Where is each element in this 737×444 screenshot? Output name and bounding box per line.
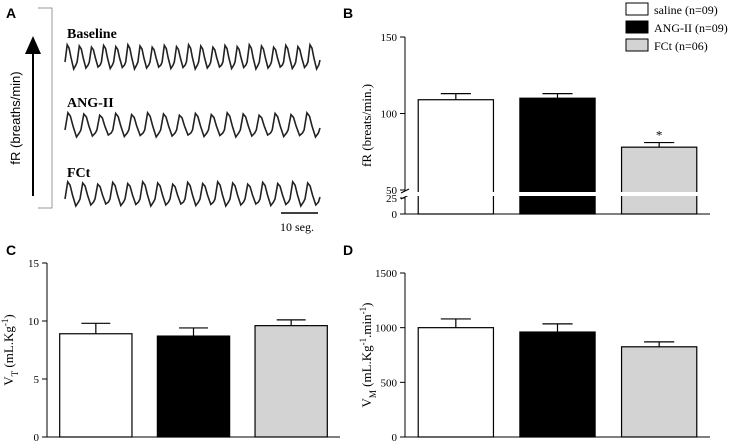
bar-saline bbox=[59, 333, 133, 438]
y-tick-label: 10 bbox=[28, 316, 40, 328]
panel-a-ylabel: fR (breaths/min) bbox=[8, 71, 23, 164]
trace-label-fct: FCt bbox=[67, 166, 91, 181]
bar-ang-ii bbox=[156, 335, 231, 438]
y-tick-label: 5 bbox=[34, 374, 40, 386]
bar-fct bbox=[620, 146, 698, 215]
axis-break-gap bbox=[406, 192, 711, 196]
y-tick-label: 50 bbox=[386, 185, 398, 197]
significance-marker: * bbox=[656, 128, 663, 143]
panel-c-chart: 0 5 10 15 VT (mL.Kg-1) bbox=[0, 258, 340, 444]
trace-label-baseline: Baseline bbox=[67, 27, 117, 42]
panel-d-chart: 0 500 1000 1500 VM (mL.Kg-1.min-1) bbox=[358, 268, 710, 444]
bar-fct bbox=[620, 346, 698, 438]
panel-a-arrow-head bbox=[25, 36, 41, 54]
breathing-trace-fct bbox=[64, 179, 321, 208]
legend-swatch-ang-ii bbox=[625, 20, 649, 34]
bar-saline bbox=[417, 327, 495, 438]
legend-label-fct: FCt (n=06) bbox=[654, 39, 708, 53]
legend-label-ang-ii: ANG-II (n=09) bbox=[654, 21, 728, 35]
y-tick-label: 1000 bbox=[375, 323, 398, 335]
y-tick-label: 15 bbox=[28, 258, 40, 270]
y-tick-label: 100 bbox=[381, 109, 398, 121]
axis-break-mark bbox=[400, 188, 410, 194]
legend: saline (n=09) ANG-II (n=09) FCt (n=06) bbox=[625, 2, 728, 53]
trace-label-ang-ii: ANG-II bbox=[67, 96, 114, 111]
panel-d-letter: D bbox=[343, 242, 353, 258]
legend-swatch-saline bbox=[625, 2, 649, 16]
legend-swatch-fct bbox=[625, 38, 649, 52]
y-tick-label: 500 bbox=[381, 377, 398, 389]
y-tick-label: 150 bbox=[381, 32, 398, 44]
y-axis-label: VT (mL.Kg-1) bbox=[0, 314, 20, 386]
panel-a-bracket bbox=[38, 7, 53, 209]
panel-a-letter: A bbox=[6, 5, 16, 21]
y-tick-label: 1500 bbox=[375, 268, 398, 280]
bar-saline bbox=[417, 99, 495, 215]
breathing-trace-ang-ii bbox=[64, 110, 321, 139]
y-tick-label: 0 bbox=[34, 432, 40, 444]
y-tick-label: 0 bbox=[392, 209, 398, 221]
breathing-trace-baseline bbox=[64, 42, 321, 72]
y-tick-label: 25 bbox=[386, 193, 398, 205]
bar-ang-ii bbox=[519, 331, 596, 438]
time-scale-label: 10 seg. bbox=[280, 220, 314, 234]
bar-ang-ii bbox=[519, 97, 596, 215]
panel-b-letter: B bbox=[343, 5, 353, 21]
y-axis-label: VM (mL.Kg-1.min-1) bbox=[358, 302, 378, 407]
y-tick-label: 0 bbox=[392, 432, 398, 444]
panel-c-letter: C bbox=[6, 242, 16, 258]
y-axis-label: fR (breats/min.) bbox=[359, 84, 374, 167]
legend-label-saline: saline (n=09) bbox=[654, 3, 718, 17]
bar-fct bbox=[254, 325, 328, 438]
